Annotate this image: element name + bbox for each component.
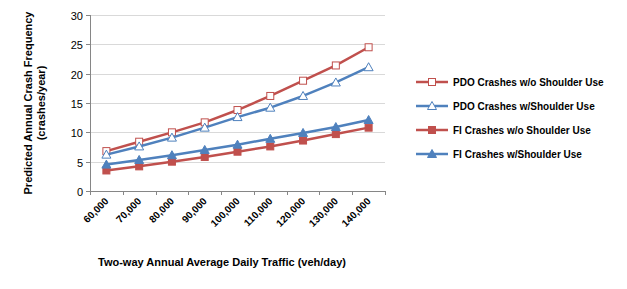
y-tick	[86, 74, 90, 75]
plot-area	[102, 44, 373, 174]
marker	[168, 158, 175, 165]
x-tick	[156, 191, 157, 195]
x-tick-label: 120,000	[274, 195, 308, 229]
grid-line	[90, 74, 385, 75]
x-tick	[221, 191, 222, 195]
marker	[300, 137, 307, 144]
y-tick-label: 20	[71, 69, 83, 81]
marker	[102, 160, 111, 168]
marker	[365, 44, 372, 51]
y-tick	[86, 44, 90, 45]
marker	[300, 77, 307, 84]
marker	[234, 148, 241, 155]
x-tick-label: 70,000	[114, 195, 144, 225]
marker	[136, 163, 143, 170]
marker	[267, 143, 274, 150]
legend-label: FI Crashes w/Shoulder Use	[453, 149, 582, 160]
x-tick	[188, 191, 189, 195]
marker	[233, 113, 242, 121]
x-tick	[254, 191, 255, 195]
marker	[200, 123, 209, 131]
y-tick-label: 30	[71, 10, 83, 22]
marker	[299, 128, 308, 136]
x-axis-title: Two-way Annual Average Daily Traffic (ve…	[98, 256, 346, 268]
x-tick-label: 90,000	[180, 195, 210, 225]
chart-svg: 0 5 10 15 20 25 30 60,00070,00080,00090,000100,…	[0, 0, 627, 289]
x-tick-label: 60,000	[81, 195, 111, 225]
grid-line	[90, 162, 385, 163]
marker	[331, 123, 340, 131]
x-tick	[123, 191, 124, 195]
background	[0, 0, 627, 289]
grid-line	[90, 44, 385, 45]
grid-line	[90, 15, 385, 16]
legend-marker	[428, 150, 437, 158]
x-tick-label: 80,000	[147, 195, 177, 225]
y-tick	[86, 15, 90, 16]
page: {"chart_data": { "type": "line", "x_labe…	[0, 0, 627, 289]
x-tick	[385, 191, 386, 195]
marker	[200, 145, 209, 153]
x-tick-label: 100,000	[208, 195, 242, 229]
legend-label: FI Crashes w/o Shoulder Use	[453, 125, 591, 136]
y-tick-label: 25	[71, 39, 83, 51]
x-tick	[319, 191, 320, 195]
grid-line	[90, 191, 385, 192]
legend-label: PDO Crashes w/Shoulder Use	[453, 101, 595, 112]
marker	[167, 151, 176, 159]
series-line	[106, 128, 368, 171]
marker	[332, 131, 339, 138]
marker	[266, 134, 275, 142]
y-tick-label: 15	[71, 98, 83, 110]
y-tick	[86, 162, 90, 163]
marker	[167, 133, 176, 141]
y-tick	[86, 132, 90, 133]
marker	[365, 124, 372, 131]
marker	[364, 116, 373, 124]
marker	[102, 150, 111, 158]
y-tick-label: 10	[71, 127, 83, 139]
legend-marker	[428, 102, 437, 110]
marker	[331, 78, 340, 86]
y-axis	[90, 15, 91, 191]
y-tick	[86, 103, 90, 104]
x-tick	[287, 191, 288, 195]
marker	[266, 103, 275, 111]
y-axis-title-line: (crashes/year)	[35, 65, 47, 140]
marker	[233, 140, 242, 148]
grid-line	[90, 103, 385, 104]
x-tick-label: 140,000	[340, 195, 374, 229]
series-line	[106, 120, 368, 165]
legend-marker	[429, 79, 436, 86]
x-tick-label: 130,000	[307, 195, 341, 229]
y-axis-title: Predicted Annual Crash Frequency(crashes…	[22, 11, 47, 195]
marker	[267, 92, 274, 99]
chart-container: 0 5 10 15 20 25 30 60,00070,00080,00090,000100,…	[0, 0, 627, 289]
x-tick	[352, 191, 353, 195]
x-tick	[90, 191, 91, 195]
x-axis	[90, 191, 385, 192]
y-axis-title-line: Predicted Annual Crash Frequency	[22, 11, 34, 195]
series-line	[106, 67, 368, 154]
legend-label: PDO Crashes w/o Shoulder Use	[453, 77, 604, 88]
marker	[201, 153, 208, 160]
marker	[332, 62, 339, 69]
marker	[135, 155, 144, 163]
marker	[135, 142, 144, 150]
x-tick-label: 110,000	[242, 195, 275, 228]
marker	[299, 91, 308, 99]
y-tick-label: 0	[77, 186, 83, 198]
y-tick	[86, 191, 90, 192]
legend: PDO Crashes w/o Shoulder Use PDO Crashes …	[416, 77, 604, 160]
legend-marker	[429, 127, 436, 134]
y-tick-label: 5	[77, 157, 83, 169]
marker	[364, 63, 373, 71]
